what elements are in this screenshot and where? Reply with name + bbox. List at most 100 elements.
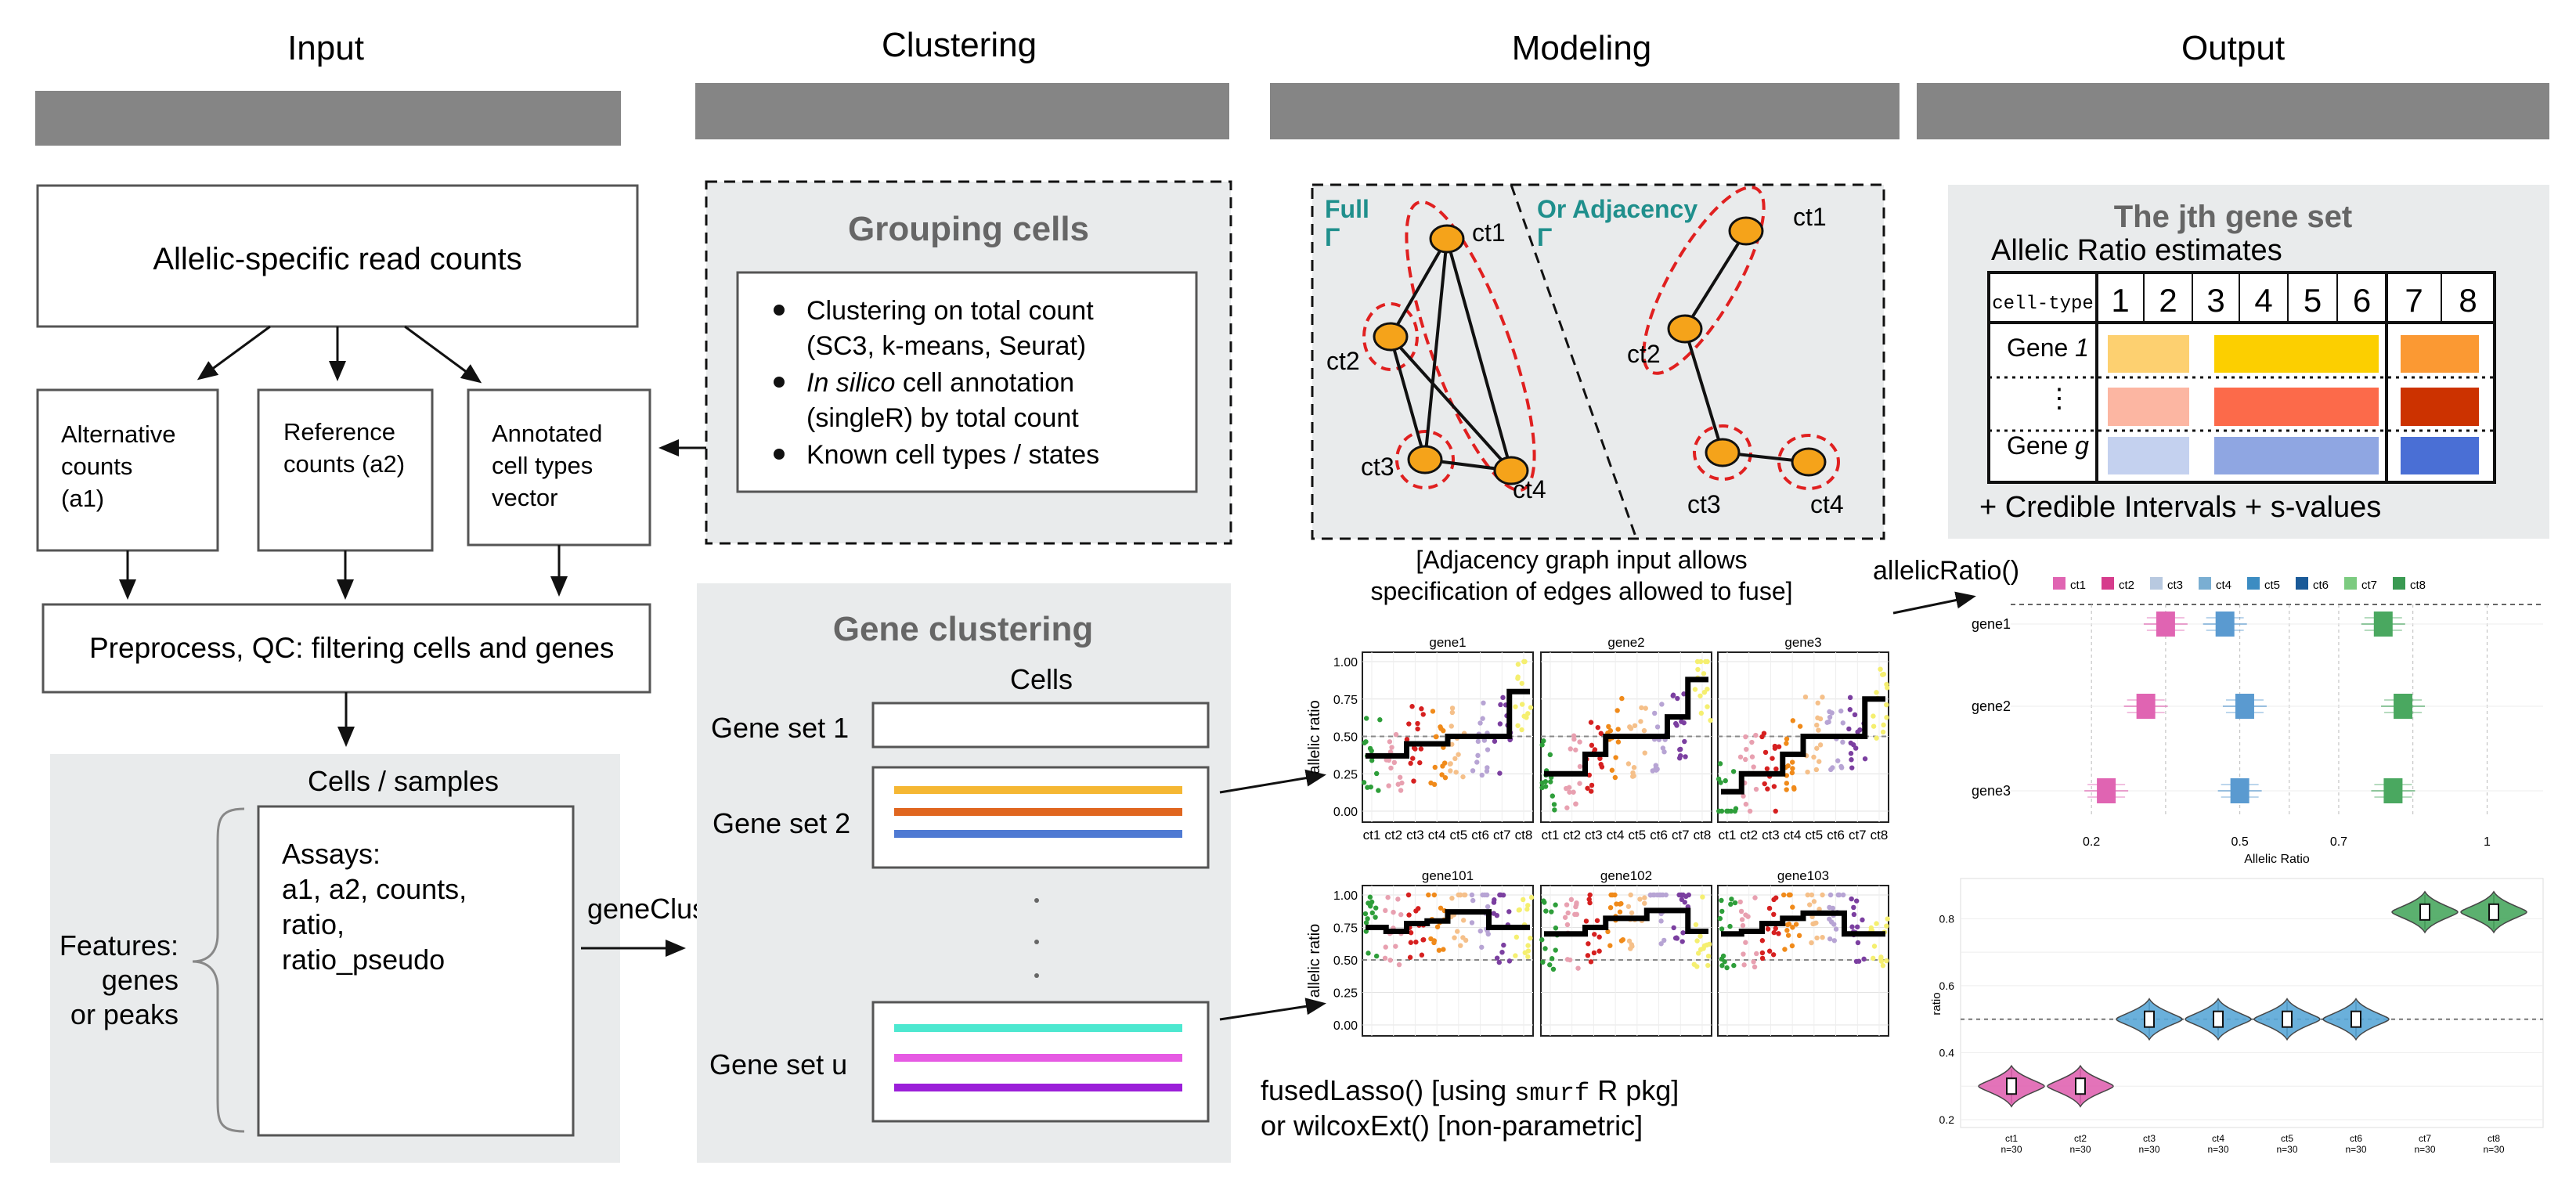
x-tick-label: ct8 — [1515, 828, 1533, 842]
data-point — [1840, 739, 1845, 745]
data-point — [1515, 674, 1521, 680]
data-point — [1814, 935, 1820, 941]
data-point — [1776, 931, 1781, 936]
violin-box — [2419, 903, 2430, 921]
n-label: n=30 — [2138, 1144, 2159, 1155]
data-point — [1796, 933, 1802, 939]
data-point — [1515, 723, 1521, 728]
x-tick-label: ct1 — [1542, 828, 1560, 842]
data-point — [1528, 894, 1535, 900]
panel-title: gene2 — [1607, 635, 1644, 650]
data-point — [1391, 759, 1398, 766]
alternative-counts-label: Alternative counts (a1) — [61, 420, 175, 512]
data-point — [1434, 734, 1439, 740]
data-point — [1706, 941, 1712, 947]
adjacency-graph: ct1 ct2 ct3 ct4 — [1627, 186, 1844, 518]
estimate-box — [2097, 778, 2116, 803]
data-point — [1485, 904, 1491, 910]
data-point — [1384, 757, 1389, 763]
data-point — [1547, 962, 1553, 968]
data-point — [1500, 893, 1506, 898]
data-point — [1743, 940, 1748, 945]
data-point — [1522, 658, 1528, 665]
data-point — [1730, 769, 1737, 774]
violin-box — [2282, 1010, 2293, 1028]
data-point — [1697, 658, 1704, 665]
data-point — [1596, 934, 1602, 940]
data-point — [1452, 935, 1457, 940]
data-point — [1524, 907, 1530, 912]
x-tick-label: ct3 — [2143, 1133, 2156, 1144]
data-point — [1694, 938, 1700, 943]
data-point — [1871, 723, 1877, 729]
data-point — [1849, 765, 1855, 770]
data-point — [1428, 936, 1434, 942]
cell-type-number: 1 — [2111, 282, 2129, 319]
n-label: n=30 — [2001, 1144, 2022, 1155]
data-point — [1884, 958, 1889, 964]
data-point — [1524, 715, 1529, 720]
data-point — [1449, 741, 1455, 747]
violin-box — [2488, 903, 2499, 921]
data-point — [1629, 910, 1635, 916]
data-point — [1827, 936, 1833, 942]
violin-box — [2144, 1010, 2155, 1028]
allelic-ratio-function: allelicRatio() — [1873, 556, 2019, 586]
data-point — [1550, 793, 1556, 799]
data-point — [1583, 918, 1589, 924]
data-point — [1840, 892, 1846, 898]
data-point — [1846, 726, 1852, 732]
bullet — [774, 377, 785, 388]
data-point — [1809, 892, 1815, 898]
y-tick-label: 0.00 — [1333, 1019, 1358, 1033]
data-point — [1436, 947, 1442, 953]
column-title-clustering: Clustering — [882, 26, 1037, 64]
gene-set-2-lines — [894, 786, 1182, 838]
data-point — [1770, 756, 1775, 761]
data-point — [1719, 963, 1725, 969]
data-point — [1738, 908, 1744, 915]
data-point — [1820, 695, 1825, 700]
data-point — [1498, 702, 1503, 708]
data-point — [1741, 793, 1746, 799]
data-point — [1587, 900, 1593, 906]
column-title-output: Output — [2181, 29, 2285, 67]
data-point — [1860, 917, 1865, 923]
legend-swatch — [2102, 577, 2114, 590]
estimate-block — [2108, 388, 2189, 426]
header-bar-input — [35, 91, 621, 146]
data-point — [1585, 785, 1590, 791]
data-point — [1741, 962, 1747, 968]
data-point — [1682, 738, 1687, 745]
data-point — [1506, 958, 1513, 964]
data-point — [1431, 892, 1438, 898]
data-point — [1817, 906, 1822, 912]
data-point — [1492, 738, 1498, 744]
estimate-box — [2235, 694, 2254, 719]
fitted-step-line — [1366, 688, 1530, 759]
data-point — [1539, 742, 1545, 748]
data-point — [1789, 943, 1795, 949]
credible-intervals-text: + Credible Intervals + s-values — [1979, 491, 2381, 524]
data-point — [1513, 953, 1518, 958]
data-point — [1386, 783, 1391, 788]
node-label: ct4 — [1513, 475, 1546, 503]
data-point — [1625, 904, 1632, 909]
data-point — [1387, 739, 1393, 745]
data-point — [1573, 904, 1578, 910]
fitted-step-line — [1366, 909, 1530, 934]
data-point — [1790, 718, 1796, 723]
data-point — [1501, 942, 1506, 948]
data-point — [1737, 754, 1744, 759]
data-point — [1848, 751, 1854, 756]
data-point — [1658, 941, 1664, 947]
data-point — [1771, 784, 1777, 789]
data-point — [1820, 934, 1825, 940]
data-point — [1573, 747, 1578, 752]
data-point — [1679, 939, 1685, 944]
data-point — [1805, 892, 1810, 898]
y-tick-label: 0.50 — [1333, 954, 1358, 968]
data-point — [1827, 709, 1832, 715]
data-point — [1807, 902, 1813, 907]
data-point — [1651, 710, 1658, 716]
